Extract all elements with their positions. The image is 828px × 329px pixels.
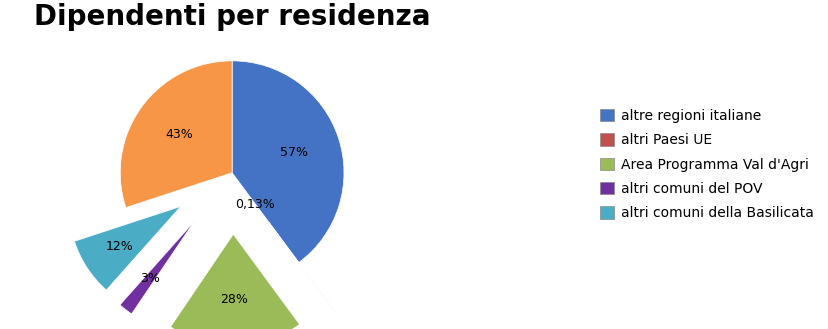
Wedge shape bbox=[120, 221, 194, 314]
Wedge shape bbox=[171, 234, 299, 329]
Text: 0,13%: 0,13% bbox=[235, 198, 275, 211]
Text: 12%: 12% bbox=[106, 240, 133, 253]
Wedge shape bbox=[268, 222, 335, 312]
Wedge shape bbox=[232, 61, 344, 263]
Title: Dipendenti per residenza: Dipendenti per residenza bbox=[34, 3, 430, 31]
Text: 43%: 43% bbox=[166, 128, 193, 141]
Text: 28%: 28% bbox=[220, 292, 248, 306]
Legend: altre regioni italiane, altri Paesi UE, Area Programma Val d'Agri, altri comuni : altre regioni italiane, altri Paesi UE, … bbox=[595, 105, 817, 224]
Text: 57%: 57% bbox=[279, 146, 307, 159]
Wedge shape bbox=[75, 207, 181, 290]
Text: 3%: 3% bbox=[140, 272, 160, 285]
Wedge shape bbox=[120, 61, 232, 208]
